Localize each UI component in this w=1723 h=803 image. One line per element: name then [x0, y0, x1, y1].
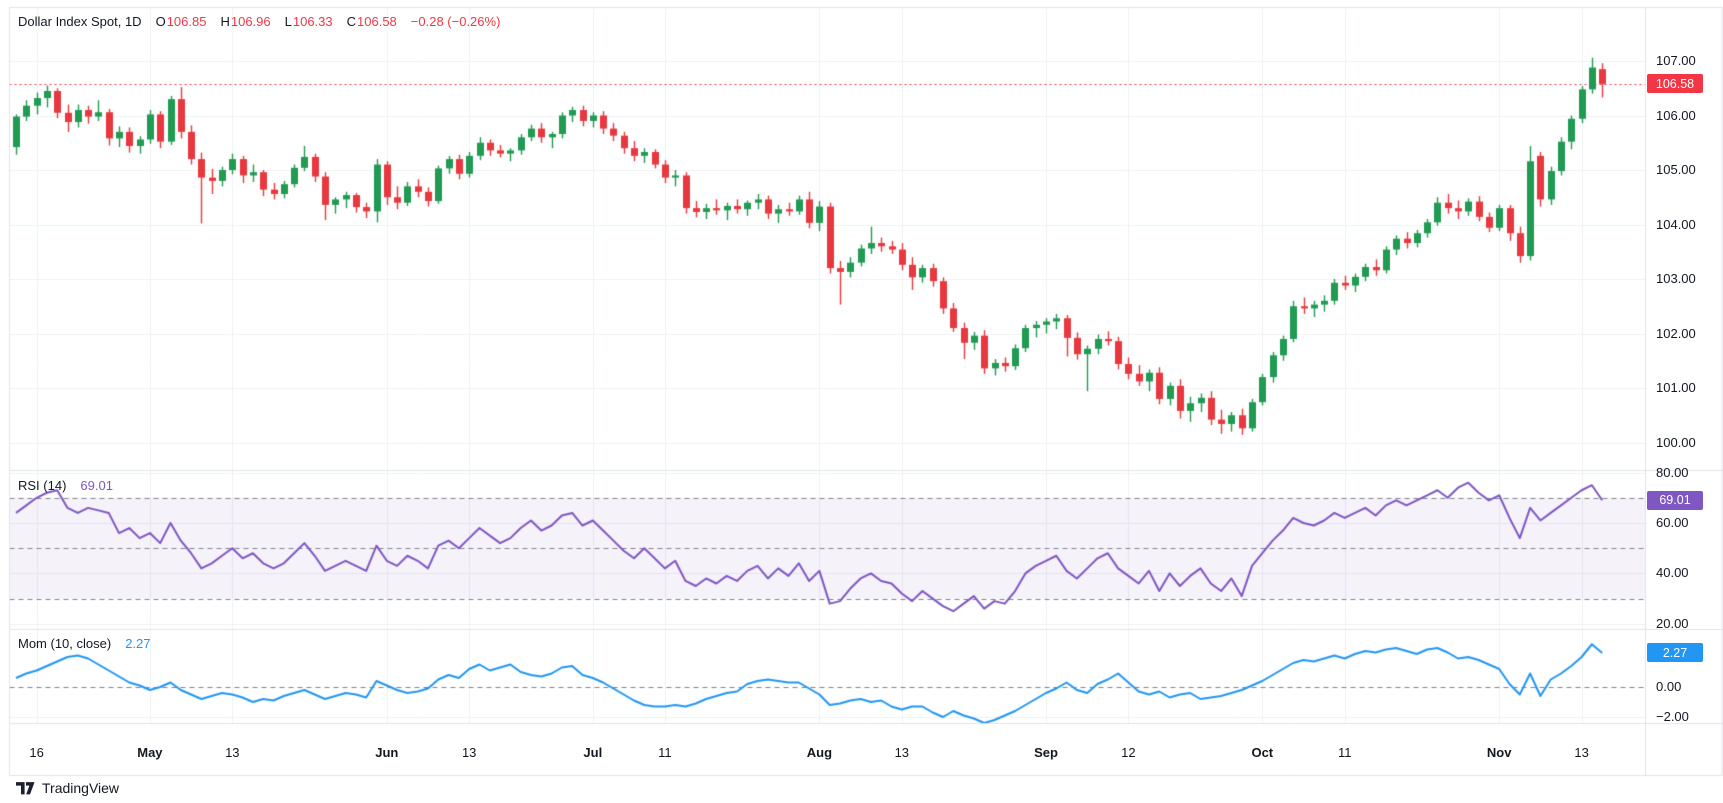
last-price-badge: 106.58	[1647, 74, 1703, 94]
mom-legend: Mom (10, close) 2.27	[18, 636, 151, 651]
time-axis-label: 13	[1574, 745, 1589, 760]
change-value: −0.28 (−0.26%)	[410, 14, 501, 29]
time-axis-label: 13	[225, 745, 240, 760]
rsi-axis-label: 60.00	[1656, 515, 1689, 530]
time-axis-label: 11	[1337, 745, 1352, 760]
ohlc-low: L 106.33	[284, 14, 333, 29]
rsi-axis-label: 20.00	[1656, 615, 1689, 631]
rsi-axis-label: 80.00	[1656, 464, 1689, 480]
price-axis-label: 104.00	[1656, 216, 1696, 232]
time-axis-label: May	[137, 745, 163, 760]
time-axis-label: Sep	[1034, 745, 1058, 760]
rsi-legend: RSI (14) 69.01	[18, 478, 113, 493]
price-axis-label: 100.00	[1656, 434, 1696, 450]
price-axis-label: 106.00	[1656, 107, 1696, 123]
price-axis-label: 103.00	[1656, 271, 1696, 286]
rsi-label: RSI (14)	[18, 478, 67, 493]
price-axis-label: 101.00	[1656, 380, 1696, 395]
tradingview-attribution[interactable]: TradingView	[16, 780, 119, 796]
time-axis-label: 11	[658, 745, 672, 760]
mom-value: 2.27	[125, 636, 151, 651]
mom-value-badge: 2.27	[1647, 643, 1703, 663]
rsi-value: 69.01	[80, 478, 113, 493]
price-axis-label: 102.00	[1656, 325, 1696, 341]
rsi-value-badge: 69.01	[1647, 490, 1703, 510]
price-axis-label: 105.00	[1656, 162, 1696, 177]
time-axis-label: 12	[1121, 745, 1136, 760]
ohlc-open: O 106.85	[155, 14, 207, 29]
time-axis-label: Nov	[1486, 745, 1512, 760]
time-axis-label: 13	[894, 745, 910, 760]
symbol-title: Dollar Index Spot, 1D	[18, 14, 142, 29]
time-axis-label: Jul	[583, 745, 603, 760]
time-axis-label: Aug	[806, 745, 833, 760]
time-axis-label: Jun	[375, 745, 399, 760]
time-axis-label: Oct	[1251, 745, 1274, 760]
mom-axis-label: −2.00	[1656, 709, 1689, 724]
rsi-axis-label: 40.00	[1656, 565, 1689, 581]
tradingview-logo-text: TradingView	[42, 780, 120, 796]
mom-label: Mom (10, close)	[18, 636, 112, 651]
ohlc-close: C 106.58	[346, 14, 397, 29]
price-axis-label: 107.00	[1656, 53, 1696, 68]
time-axis-label: 16	[29, 745, 44, 760]
ohlc-high: H 106.96	[220, 14, 271, 29]
time-axis-label: 13	[461, 745, 477, 760]
mom-axis-label: 0.00	[1656, 679, 1682, 694]
tradingview-logo-icon	[16, 781, 35, 796]
